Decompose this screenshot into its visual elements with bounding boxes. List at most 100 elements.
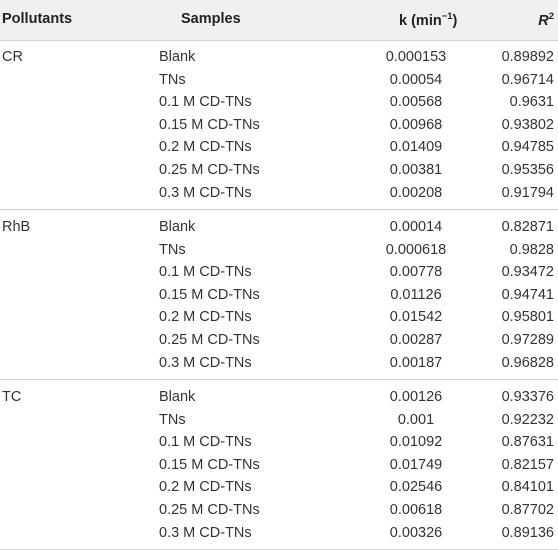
k-value-cell: 0.01749 [389,456,443,473]
sample-cell: 0.25 M CD-TNs [159,332,260,348]
sample-cell: Blank [159,49,196,65]
sample-cell: 0.15 M CD-TNs [159,286,260,303]
sample-cell: 0.1 M CD-TNs [159,264,252,281]
pollutant-name: TC [2,389,22,405]
k-value-cell: 0.00778 [389,264,443,281]
sample-cell: 0.1 M CD-TNs [159,94,252,111]
k-value-cell: 0.00014 [389,219,443,235]
table-row: TNs 0.000618 0.9828 [0,242,558,264]
table-row: 0.1 M CD-TNs 0.00568 0.9631 [0,94,558,116]
k-value-cell: 0.00618 [389,502,443,518]
pollutant-group: CR Blank 0.000153 0.89892 TNs 0.00054 0.96714 0… [0,41,558,210]
pollutant-name: RhB [2,219,31,235]
r-squared-cell: 0.95356 [501,162,554,178]
sample-cell: 0.15 M CD-TNs [159,116,260,133]
pollutant-group: TC Blank 0.00126 0.93376 TNs 0.001 0.92232 0.1 … [0,381,558,550]
sample-cell: 0.3 M CD-TNs [159,524,252,541]
r-squared-cell: 0.82157 [501,456,554,473]
r-squared-cell: 0.87631 [501,434,554,451]
sample-cell: Blank [159,389,196,405]
pollutant-name: CR [2,49,23,65]
k-value-cell: 0.01126 [390,286,442,303]
r-squared-cell: 0.92232 [501,411,554,428]
sample-cell: 0.1 M CD-TNs [159,434,252,451]
table-row: 0.15 M CD-TNs 0.01749 0.82157 [0,457,558,479]
pollutant-group: RhB Blank 0.00014 0.82871 TNs 0.000618 0.9828 0… [0,211,558,380]
sample-cell: 0.2 M CD-TNs [159,139,252,156]
sample-cell: 0.2 M CD-TNs [159,479,252,496]
sample-cell: 0.3 M CD-TNs [159,354,252,371]
table-row: 0.3 M CD-TNs 0.00208 0.91794 [0,185,558,207]
header-k-label: k (min [399,12,442,29]
k-value-cell: 0.00208 [389,184,443,201]
r-squared-cell: 0.94741 [501,286,554,303]
table-row: 0.1 M CD-TNs 0.00778 0.93472 [0,264,558,286]
table-header: Pollutants Samples k (min−1) R2 [0,0,558,41]
sample-cell: TNs [159,241,186,258]
header-r2-label: R [538,12,549,29]
k-value-cell: 0.00126 [389,389,443,405]
header-r2-superscript: 2 [548,11,554,22]
k-value-cell: 0.001 [397,411,435,428]
table-row: Blank 0.00126 0.93376 [0,389,558,411]
header-r-squared: R2 [538,11,554,29]
table-row: 0.3 M CD-TNs 0.00326 0.89136 [0,525,558,547]
r-squared-cell: 0.84101 [501,479,554,496]
r-squared-cell: 0.93376 [501,389,554,405]
sample-cell: Blank [159,219,196,235]
table-row: 0.2 M CD-TNs 0.01542 0.95801 [0,309,558,331]
k-value-cell: 0.000618 [385,241,447,258]
r-squared-cell: 0.89892 [501,49,554,65]
sample-cell: 0.2 M CD-TNs [159,309,252,326]
r-squared-cell: 0.87702 [501,502,554,518]
table-row: 0.25 M CD-TNs 0.00381 0.95356 [0,162,558,184]
header-k-close: ) [452,12,458,29]
sample-cell: TNs [159,71,186,88]
k-value-cell: 0.01092 [389,434,443,451]
r-squared-cell: 0.93802 [501,116,554,133]
r-squared-cell: 0.97289 [501,332,554,348]
k-value-cell: 0.01542 [389,309,443,326]
r-squared-cell: 0.91794 [501,184,554,201]
sample-cell: 0.3 M CD-TNs [159,184,252,201]
k-value-cell: 0.00187 [389,354,443,371]
k-value-cell: 0.00054 [389,71,443,88]
table-row: 0.25 M CD-TNs 0.00287 0.97289 [0,332,558,354]
sample-cell: 0.25 M CD-TNs [159,162,260,178]
r-squared-cell: 0.95801 [501,309,554,326]
r-squared-cell: 0.96828 [501,354,554,371]
table-row: 0.15 M CD-TNs 0.01126 0.94741 [0,287,558,309]
k-value-cell: 0.00968 [389,116,443,133]
table-row: TNs 0.00054 0.96714 [0,72,558,94]
table-row: 0.3 M CD-TNs 0.00187 0.96828 [0,355,558,377]
table-row: 0.2 M CD-TNs 0.02546 0.84101 [0,479,558,501]
r-squared-cell: 0.9631 [509,94,554,111]
table-row: Blank 0.000153 0.89892 [0,49,558,71]
r-squared-cell: 0.94785 [501,139,554,156]
table-row: Blank 0.00014 0.82871 [0,219,558,241]
table-row: 0.15 M CD-TNs 0.00968 0.93802 [0,117,558,139]
k-value-cell: 0.00568 [389,94,443,111]
table-row: TNs 0.001 0.92232 [0,412,558,434]
r-squared-cell: 0.89136 [501,524,554,541]
sample-cell: TNs [159,411,186,428]
header-pollutants: Pollutants [2,11,73,27]
k-value-cell: 0.00326 [389,524,443,541]
header-samples: Samples [181,11,241,27]
r-squared-cell: 0.96714 [501,71,554,88]
sample-cell: 0.25 M CD-TNs [159,502,260,518]
r-squared-cell: 0.82871 [501,219,554,235]
table-row: 0.25 M CD-TNs 0.00618 0.87702 [0,502,558,524]
header-k-superscript: −1 [441,11,453,22]
header-rate-constant: k (min−1) [399,11,457,29]
k-value-cell: 0.02546 [389,479,443,496]
table-row: 0.1 M CD-TNs 0.01092 0.87631 [0,434,558,456]
sample-cell: 0.15 M CD-TNs [159,456,260,473]
k-value-cell: 0.01409 [389,139,443,156]
table-row: 0.2 M CD-TNs 0.01409 0.94785 [0,139,558,161]
k-value-cell: 0.00381 [389,162,443,178]
r-squared-cell: 0.93472 [501,264,554,281]
k-value-cell: 0.000153 [385,49,447,65]
r-squared-cell: 0.9828 [509,241,554,258]
